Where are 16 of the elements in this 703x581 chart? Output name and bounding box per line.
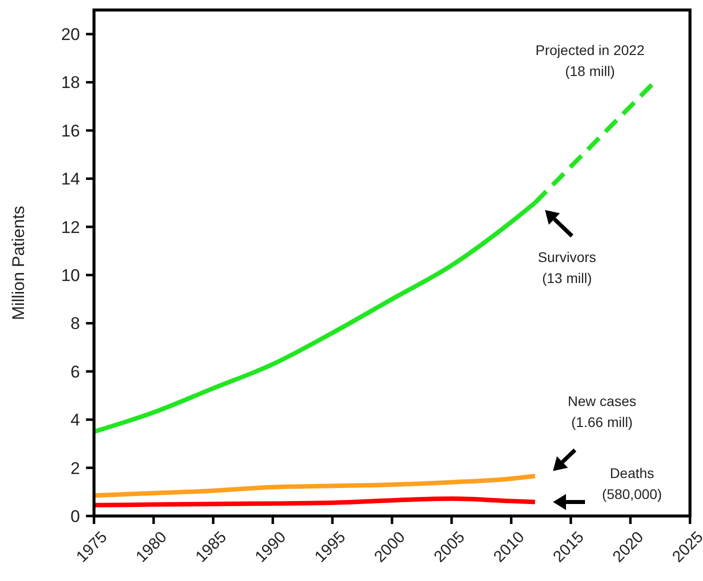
y-tick-label: 2 <box>70 458 80 478</box>
annotation: Projected in 2022 (18 mill) <box>536 42 645 79</box>
y-tick-label: 18 <box>61 73 80 92</box>
y-axis-title: Million Patients <box>9 206 28 320</box>
y-tick-label: 0 <box>70 506 80 526</box>
y-tick-label: 4 <box>70 410 80 430</box>
y-tick-label: 14 <box>61 170 80 189</box>
y-tick-label: 12 <box>61 218 80 237</box>
y-tick-label: 10 <box>61 266 80 285</box>
annotation: Survivors (13 mill) <box>538 249 596 286</box>
annotation: New cases (1.66 mill) <box>568 393 636 430</box>
y-tick-label: 16 <box>61 121 80 140</box>
y-tick-label: 20 <box>61 25 80 44</box>
annotation: Deaths (580,000) <box>602 465 662 502</box>
y-tick-label: 8 <box>70 314 80 334</box>
y-tick-label: 6 <box>70 362 80 382</box>
